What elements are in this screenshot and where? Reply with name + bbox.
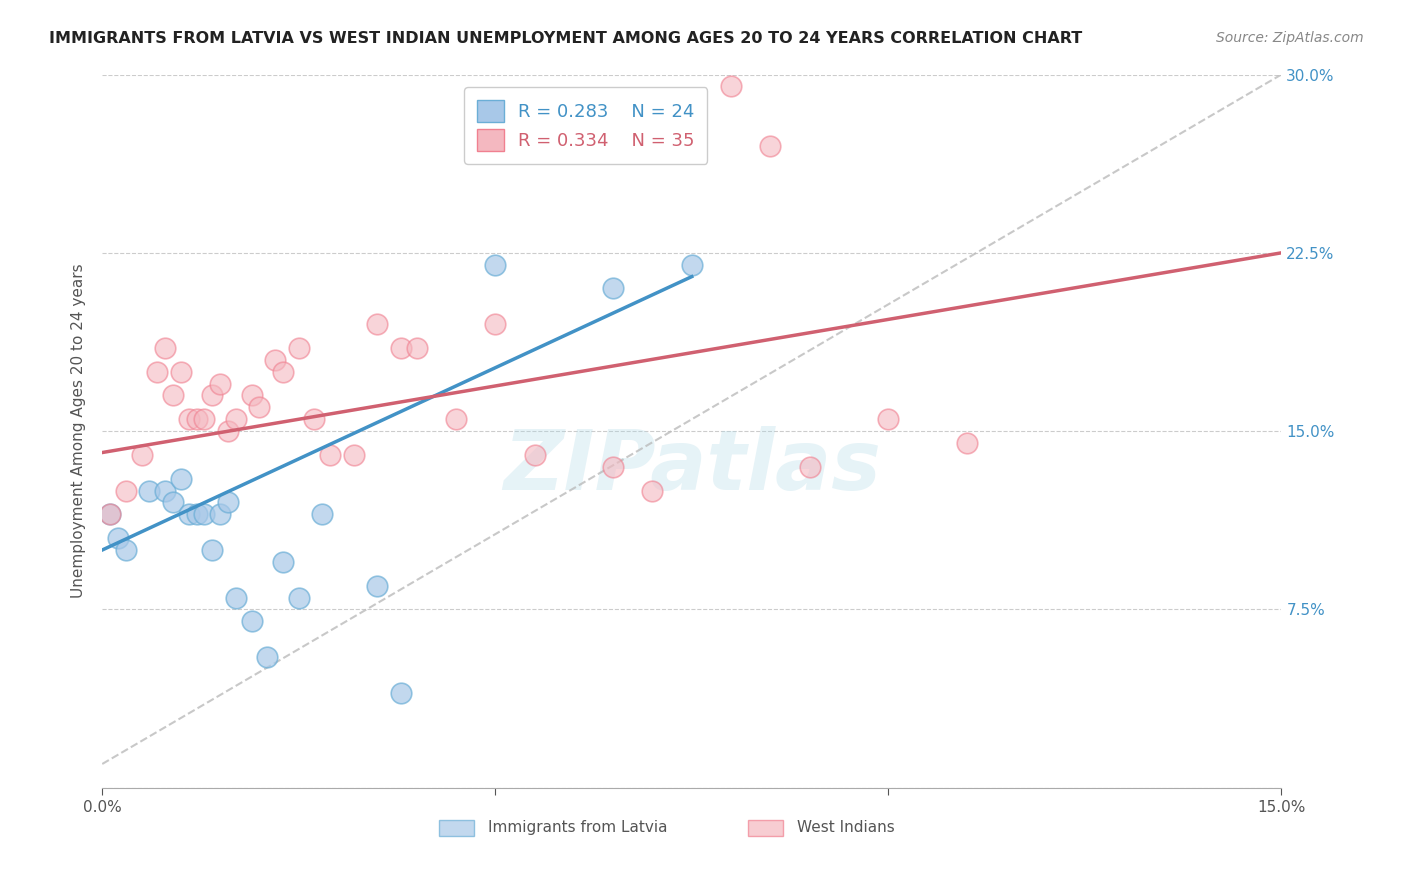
Point: [209, 508, 232, 522]
Point: [240, 388, 263, 402]
Point: [114, 483, 136, 498]
Point: [311, 508, 333, 522]
Point: [264, 352, 287, 367]
Point: [170, 365, 193, 379]
Point: [271, 365, 294, 379]
Point: [641, 483, 664, 498]
Point: [249, 401, 271, 415]
Point: [114, 543, 136, 558]
Point: [484, 258, 506, 272]
Point: [98, 508, 121, 522]
Point: [405, 341, 427, 355]
Point: [153, 341, 176, 355]
Point: [193, 412, 215, 426]
Point: [956, 436, 979, 450]
Point: [444, 412, 467, 426]
Point: [240, 615, 263, 629]
Point: [523, 448, 546, 462]
Legend: R = 0.283    N = 24, R = 0.334    N = 35: R = 0.283 N = 24, R = 0.334 N = 35: [464, 87, 707, 163]
Point: [271, 555, 294, 569]
Text: IMMIGRANTS FROM LATVIA VS WEST INDIAN UNEMPLOYMENT AMONG AGES 20 TO 24 YEARS COR: IMMIGRANTS FROM LATVIA VS WEST INDIAN UN…: [49, 31, 1083, 46]
Point: [366, 579, 388, 593]
Point: [153, 483, 176, 498]
Point: [146, 365, 169, 379]
Point: [186, 508, 208, 522]
Point: [98, 508, 121, 522]
Point: [177, 412, 200, 426]
Point: [759, 139, 782, 153]
Point: [799, 459, 821, 474]
Point: [602, 459, 624, 474]
Point: [201, 388, 224, 402]
Text: West Indians: West Indians: [797, 821, 896, 836]
Point: [389, 686, 412, 700]
Point: [201, 543, 224, 558]
Text: Source: ZipAtlas.com: Source: ZipAtlas.com: [1216, 31, 1364, 45]
Text: ZIPatlas: ZIPatlas: [503, 426, 880, 508]
Point: [225, 412, 247, 426]
Point: [366, 317, 388, 331]
Point: [389, 341, 412, 355]
Point: [343, 448, 366, 462]
Point: [209, 376, 232, 391]
Point: [186, 412, 208, 426]
Point: [256, 650, 278, 665]
Point: [287, 591, 309, 605]
Point: [287, 341, 309, 355]
Point: [217, 495, 239, 509]
Point: [177, 508, 200, 522]
Text: Immigrants from Latvia: Immigrants from Latvia: [488, 821, 668, 836]
Point: [304, 412, 326, 426]
Point: [162, 388, 184, 402]
Point: [720, 79, 742, 94]
Point: [319, 448, 342, 462]
Point: [602, 281, 624, 295]
Point: [170, 472, 193, 486]
Point: [681, 258, 703, 272]
Point: [217, 424, 239, 438]
Point: [193, 508, 215, 522]
Y-axis label: Unemployment Among Ages 20 to 24 years: Unemployment Among Ages 20 to 24 years: [72, 264, 86, 599]
Point: [484, 317, 506, 331]
Point: [138, 483, 160, 498]
Point: [131, 448, 153, 462]
Point: [225, 591, 247, 605]
Point: [877, 412, 900, 426]
Point: [107, 531, 129, 545]
Point: [162, 495, 184, 509]
